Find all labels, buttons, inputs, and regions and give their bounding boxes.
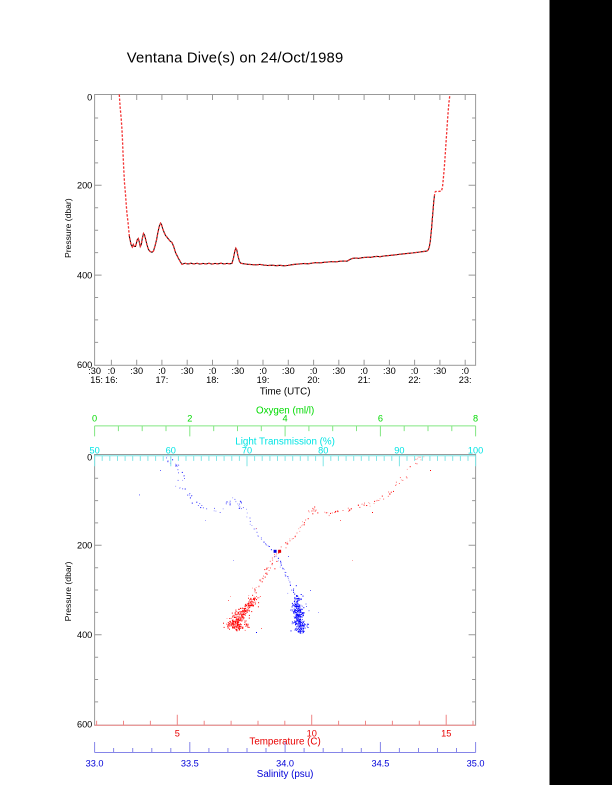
svg-text:Time (UTC): Time (UTC) <box>260 387 311 398</box>
svg-text:6: 6 <box>378 414 383 424</box>
svg-text::30: :30 <box>383 366 396 376</box>
svg-text::30: :30 <box>181 366 194 376</box>
svg-text::30: :30 <box>231 366 244 376</box>
svg-text:Pressure (dbar): Pressure (dbar) <box>63 562 73 622</box>
svg-text:90: 90 <box>394 446 404 456</box>
svg-text::30: :30 <box>130 366 143 376</box>
svg-text:33.5: 33.5 <box>181 758 199 768</box>
svg-text::30: :30 <box>332 366 345 376</box>
svg-text::0: :0 <box>461 366 469 376</box>
svg-text:100: 100 <box>468 446 483 456</box>
svg-text:34.5: 34.5 <box>371 758 389 768</box>
svg-text:17:: 17: <box>156 375 169 385</box>
svg-text:200: 200 <box>77 541 92 551</box>
svg-text:34.0: 34.0 <box>276 758 294 768</box>
svg-text:200: 200 <box>77 181 92 191</box>
svg-text:80: 80 <box>318 446 328 456</box>
svg-text:22:: 22: <box>408 375 421 385</box>
svg-text:0: 0 <box>87 453 92 463</box>
svg-text:70: 70 <box>242 446 252 456</box>
svg-text::0: :0 <box>360 366 368 376</box>
svg-text:35.0: 35.0 <box>467 758 485 768</box>
svg-text:50: 50 <box>89 446 99 456</box>
svg-text:600: 600 <box>77 720 92 730</box>
svg-text:Oxygen (ml/l): Oxygen (ml/l) <box>256 406 314 417</box>
svg-text:20:: 20: <box>307 375 320 385</box>
svg-text:18:: 18: <box>206 375 219 385</box>
svg-text:2: 2 <box>187 414 192 424</box>
svg-text:15:: 15: <box>90 375 103 385</box>
svg-text:23:: 23: <box>459 375 472 385</box>
svg-text::30: :30 <box>88 366 101 376</box>
svg-text:10: 10 <box>307 729 317 739</box>
svg-text:19:: 19: <box>257 375 270 385</box>
svg-text:Light Transmission (%): Light Transmission (%) <box>235 436 335 447</box>
svg-text::0: :0 <box>108 366 116 376</box>
svg-text:16:: 16: <box>105 375 118 385</box>
svg-text::0: :0 <box>209 366 217 376</box>
svg-text:60: 60 <box>166 446 176 456</box>
svg-text:5: 5 <box>175 729 180 739</box>
svg-text::30: :30 <box>282 366 295 376</box>
svg-text:4: 4 <box>283 414 288 424</box>
svg-text::0: :0 <box>158 366 166 376</box>
svg-text:Pressure (dbar): Pressure (dbar) <box>63 198 73 258</box>
svg-text::0: :0 <box>411 366 419 376</box>
svg-text:33.0: 33.0 <box>86 758 104 768</box>
svg-text:0: 0 <box>87 92 92 102</box>
svg-text:600: 600 <box>77 360 92 370</box>
svg-text:8: 8 <box>473 414 478 424</box>
svg-text:400: 400 <box>77 270 92 280</box>
svg-text:15: 15 <box>441 729 451 739</box>
svg-text:Ventana Dive(s) on 24/Oct/1989: Ventana Dive(s) on 24/Oct/1989 <box>127 51 344 67</box>
svg-text::0: :0 <box>259 366 267 376</box>
svg-text:400: 400 <box>77 630 92 640</box>
svg-text:Salinity (psu): Salinity (psu) <box>257 769 314 780</box>
svg-text::0: :0 <box>310 366 318 376</box>
svg-text::30: :30 <box>434 366 447 376</box>
svg-text:21:: 21: <box>358 375 371 385</box>
svg-text:0: 0 <box>92 414 97 424</box>
